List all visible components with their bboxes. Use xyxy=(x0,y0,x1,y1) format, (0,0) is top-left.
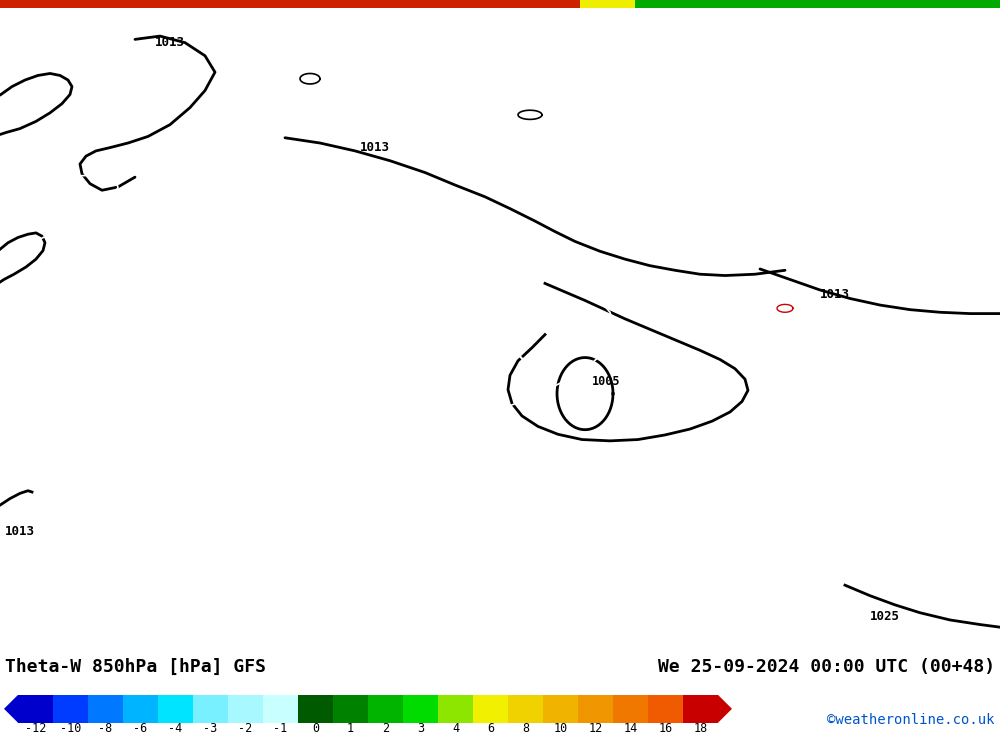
Text: -3: -3 xyxy=(203,722,218,733)
Bar xyxy=(333,695,368,723)
Text: -12: -12 xyxy=(25,722,46,733)
Polygon shape xyxy=(4,695,18,723)
Text: -1: -1 xyxy=(273,722,288,733)
Text: 18: 18 xyxy=(292,320,307,332)
Bar xyxy=(88,695,123,723)
Bar xyxy=(0,0,580,8)
Bar xyxy=(438,695,473,723)
Text: 10: 10 xyxy=(553,722,568,733)
Bar xyxy=(123,695,158,723)
Text: -4: -4 xyxy=(168,722,183,733)
Text: 12: 12 xyxy=(588,722,603,733)
Bar xyxy=(613,695,648,723)
Text: 4: 4 xyxy=(452,722,459,733)
Text: -8: -8 xyxy=(98,722,113,733)
Text: -6: -6 xyxy=(133,722,148,733)
Text: 1: 1 xyxy=(347,722,354,733)
Text: 6: 6 xyxy=(487,722,494,733)
Text: 18: 18 xyxy=(693,722,708,733)
Bar xyxy=(263,695,298,723)
Text: -2: -2 xyxy=(238,722,253,733)
Bar xyxy=(403,695,438,723)
Text: 0: 0 xyxy=(312,722,319,733)
Bar xyxy=(193,695,228,723)
Bar xyxy=(228,695,263,723)
Text: Theta-W 850hPa [hPa] GFS: Theta-W 850hPa [hPa] GFS xyxy=(5,658,266,676)
Text: 2: 2 xyxy=(382,722,389,733)
Text: -10: -10 xyxy=(60,722,81,733)
Bar xyxy=(368,695,403,723)
Bar xyxy=(18,695,53,723)
Bar xyxy=(578,695,613,723)
Bar xyxy=(635,0,1000,8)
Bar xyxy=(158,695,193,723)
Bar xyxy=(298,695,333,723)
Text: 1013: 1013 xyxy=(820,289,850,301)
Text: 1013: 1013 xyxy=(360,141,390,154)
Text: 1013: 1013 xyxy=(155,36,185,49)
Bar xyxy=(580,0,635,8)
Text: 1013: 1013 xyxy=(5,525,35,538)
Text: 3: 3 xyxy=(417,722,424,733)
Text: 1005: 1005 xyxy=(592,375,620,388)
Bar xyxy=(683,695,718,723)
Text: 1025: 1025 xyxy=(870,610,900,623)
Text: 8: 8 xyxy=(522,722,529,733)
Bar xyxy=(648,695,683,723)
Bar xyxy=(508,695,543,723)
Text: 14: 14 xyxy=(623,722,638,733)
Text: 16: 16 xyxy=(658,722,673,733)
Text: ©weatheronline.co.uk: ©weatheronline.co.uk xyxy=(827,713,994,727)
Text: We 25-09-2024 00:00 UTC (00+48): We 25-09-2024 00:00 UTC (00+48) xyxy=(658,658,995,676)
Bar xyxy=(473,695,508,723)
Polygon shape xyxy=(718,695,732,723)
Bar xyxy=(53,695,88,723)
Bar xyxy=(543,695,578,723)
